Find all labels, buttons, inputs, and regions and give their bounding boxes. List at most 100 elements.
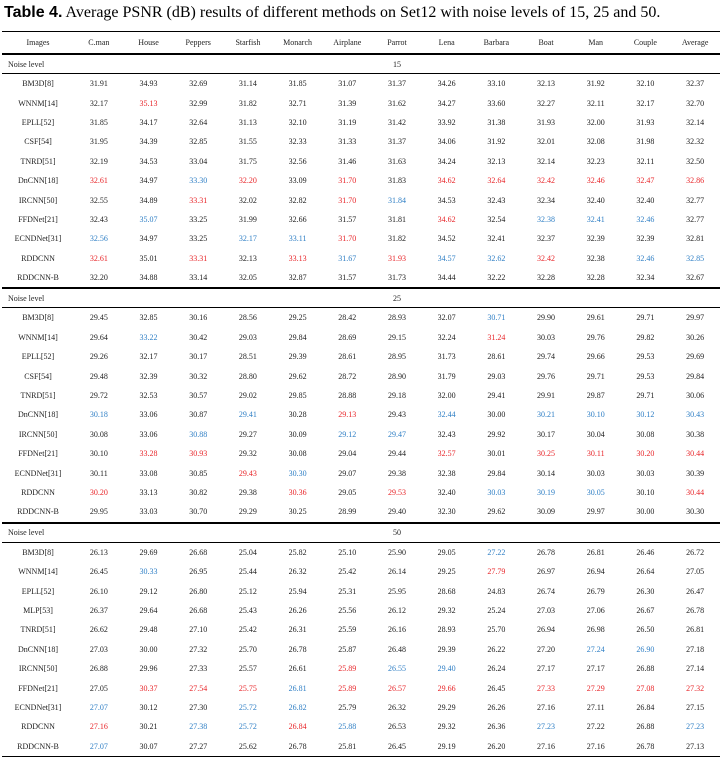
method-row: FFDNet[21] 30.10 33.28 30.93 29.32 30.08 29.04… [2,444,720,463]
psnr-value: 26.84 [636,702,655,712]
psnr-value: 32.69 [189,79,208,89]
psnr-value: 31.79 [437,371,456,381]
psnr-value: 25.82 [288,547,307,557]
method-name: FFDNet[21] [18,214,58,224]
psnr-value: 32.28 [586,273,605,283]
psnr-value: 26.64 [636,567,655,577]
psnr-value: 32.82 [288,195,307,205]
psnr-value: 29.03 [238,332,257,342]
psnr-value: 27.20 [537,644,556,654]
psnr-value: 27.13 [670,736,720,757]
psnr-value: 26.94 [537,625,556,635]
method-row: EPLL[52] 29.26 32.17 30.17 28.51 29.39 28.61 28… [2,347,720,366]
psnr-value: 26.90 [636,644,655,654]
psnr-value: 29.15 [387,332,406,342]
psnr-value: 25.75 [238,683,257,693]
psnr-value: 26.46 [636,547,655,557]
psnr-value: 32.14 [537,156,556,166]
method-name: EPLL[52] [21,117,55,127]
method-row: ECNDNet[31] 30.11 33.08 30.85 29.43 30.30 29.0… [2,463,720,482]
method-row: ECNDNet[31] 27.07 30.12 27.30 25.72 26.82 25.7… [2,698,720,717]
psnr-value: 27.79 [487,567,506,577]
noise-level-value: 25 [74,287,720,309]
psnr-value: 29.53 [636,371,655,381]
psnr-value: 31.83 [387,176,406,186]
psnr-value: 27.07 [74,736,124,757]
psnr-value: 31.39 [338,98,357,108]
psnr-value: 32.14 [686,117,705,127]
psnr-value: 29.27 [238,429,257,439]
psnr-value: 27.30 [189,702,208,712]
method-row: DnCNN[18] 27.03 30.00 27.32 25.70 26.78 25.87 2… [2,640,720,659]
psnr-value: 34.89 [139,195,158,205]
caption-text: Average PSNR (dB) results of different m… [65,4,661,21]
psnr-value: 29.90 [537,313,556,323]
psnr-value: 27.05 [89,683,108,693]
method-name: WNNM[14] [18,98,58,108]
psnr-value: 30.21 [537,410,556,420]
psnr-value: 32.10 [288,117,307,127]
psnr-value: 33.09 [288,176,307,186]
psnr-value: 32.81 [686,234,705,244]
psnr-value: 33.25 [189,234,208,244]
psnr-value: 27.54 [189,683,208,693]
caption-label: Table 4. [4,4,63,21]
psnr-value: 25.89 [338,664,357,674]
method-name: FFDNet[21] [18,449,58,459]
psnr-value: 33.25 [189,214,208,224]
psnr-value: 31.33 [338,137,357,147]
psnr-value: 31.37 [387,79,406,89]
method-name: RDDCNN-B [17,507,59,517]
method-name: TNRD[51] [20,156,56,166]
psnr-value: 33.31 [189,253,208,263]
psnr-value: 27.22 [586,722,605,732]
psnr-value: 26.78 [537,547,556,557]
psnr-value: 30.70 [189,507,208,517]
psnr-value: 29.84 [487,468,506,478]
psnr-value: 32.55 [89,195,108,205]
psnr-value: 29.05 [338,488,357,497]
method-row: CSF[54] 29.48 32.39 30.32 28.80 29.62 28.72 28.… [2,366,720,385]
psnr-value: 30.44 [686,488,705,497]
psnr-value: 29.44 [387,449,406,459]
psnr-value: 29.72 [89,391,108,401]
psnr-value: 26.81 [288,683,307,693]
psnr-value: 29.43 [238,468,257,478]
method-row: CSF[54] 31.95 34.39 32.85 31.55 32.33 31.33 31.… [2,132,720,151]
psnr-value: 30.26 [686,332,705,342]
psnr-value: 29.66 [586,352,605,362]
psnr-value: 26.62 [89,625,108,635]
psnr-value: 26.78 [272,736,323,757]
psnr-value: 31.55 [238,137,257,147]
psnr-value: 32.10 [636,79,655,89]
psnr-value: 31.93 [636,117,655,127]
psnr-value: 32.11 [586,98,605,108]
psnr-value: 30.33 [139,567,158,577]
noise-level-label: Noise level [2,53,74,74]
psnr-value: 30.19 [537,488,556,497]
column-header: Boat [521,31,571,55]
psnr-value: 34.26 [437,79,456,89]
psnr-value: 26.45 [487,683,506,693]
psnr-value: 32.62 [487,253,506,263]
psnr-value: 32.17 [139,352,158,362]
psnr-value: 28.90 [387,371,406,381]
psnr-value: 31.70 [338,234,357,244]
psnr-value: 32.34 [636,273,655,283]
psnr-value: 26.13 [89,547,108,557]
psnr-value: 33.92 [437,117,456,127]
psnr-value: 26.55 [387,664,406,674]
psnr-value: 29.40 [387,507,406,517]
psnr-value: 34.39 [139,137,158,147]
psnr-value: 27.23 [537,722,556,732]
psnr-value: 33.28 [139,449,158,459]
psnr-value: 32.85 [686,253,705,263]
psnr-value: 29.96 [139,664,158,674]
psnr-value: 32.44 [437,410,456,420]
psnr-value: 32.46 [636,214,655,224]
psnr-value: 32.56 [288,156,307,166]
method-name: BM3D[8] [22,79,54,89]
psnr-value: 32.37 [537,234,556,244]
psnr-value: 30.85 [189,468,208,478]
method-name: WNNM[14] [18,567,58,577]
